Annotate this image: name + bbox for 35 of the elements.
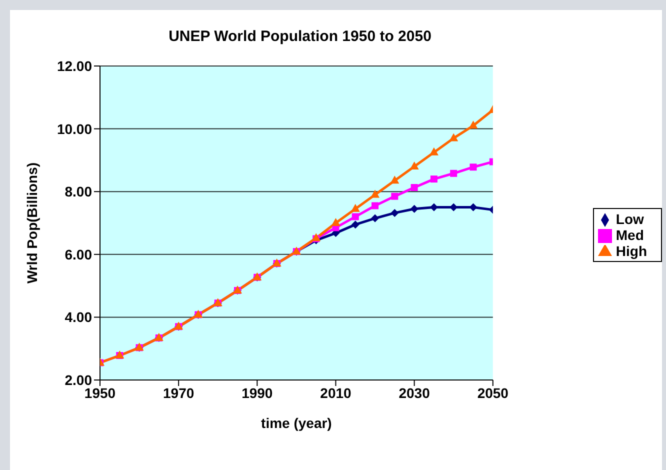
x-tick-label: 2010 bbox=[320, 384, 352, 401]
point bbox=[450, 170, 458, 177]
y-tick-label: 10.00 bbox=[56, 120, 92, 137]
point bbox=[391, 192, 398, 200]
point bbox=[390, 176, 400, 184]
x-tick-label: 1990 bbox=[242, 384, 273, 401]
chart-title: UNEP World Population 1950 to 2050 bbox=[168, 28, 432, 45]
legend-label: High bbox=[616, 243, 647, 260]
point bbox=[370, 190, 380, 198]
x-tick-label: 2030 bbox=[398, 384, 430, 401]
point bbox=[371, 214, 380, 222]
point bbox=[430, 176, 438, 183]
x-tick-label: 1970 bbox=[163, 384, 194, 401]
point bbox=[410, 184, 418, 192]
x-axis-title: time (year) bbox=[261, 415, 332, 431]
point bbox=[352, 213, 359, 220]
point bbox=[331, 218, 340, 226]
point bbox=[372, 202, 379, 210]
y-tick-label: 6.00 bbox=[64, 246, 92, 262]
y-axis-title: Wrld Pop(Billions) bbox=[24, 162, 40, 284]
point bbox=[429, 147, 438, 156]
point bbox=[350, 204, 360, 212]
point bbox=[390, 208, 399, 217]
legend-label: Med bbox=[616, 226, 644, 243]
point bbox=[470, 164, 477, 171]
point bbox=[351, 220, 360, 229]
x-tick-label: 2050 bbox=[477, 384, 509, 401]
legend-label: Low bbox=[616, 210, 644, 227]
y-tick-label: 8.00 bbox=[64, 184, 92, 200]
y-tick-label: 4.00 bbox=[64, 309, 92, 326]
point bbox=[430, 203, 438, 212]
point bbox=[410, 204, 418, 213]
point bbox=[449, 133, 458, 142]
y-tick-label: 12.00 bbox=[56, 58, 92, 74]
point bbox=[410, 161, 419, 170]
